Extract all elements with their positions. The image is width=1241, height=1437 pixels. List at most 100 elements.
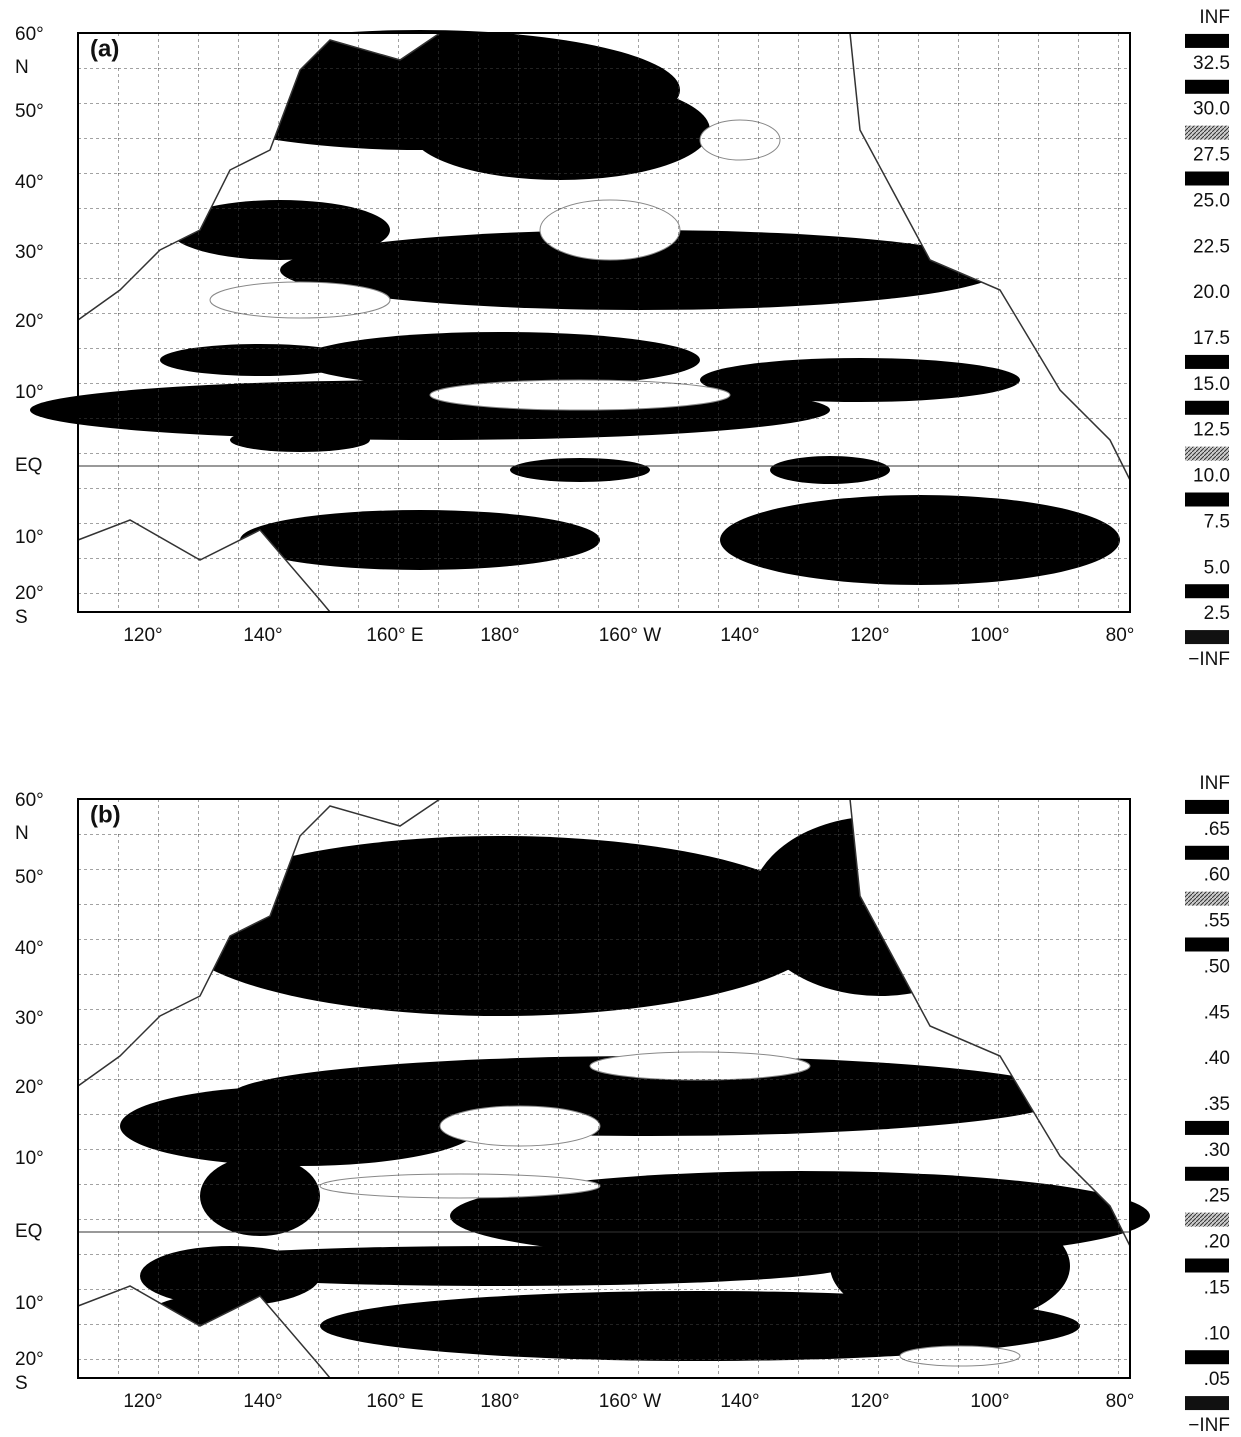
- figure: (a) 60° N 50° 40° 30° 20° 10° EQ 10° 20° S 120° 140° 1…: [0, 0, 1241, 1437]
- panel: (b)60°N50°40°30°20°10°EQ10°20°S120°140°1…: [15, 773, 1230, 1436]
- lat-label: 20°: [15, 311, 44, 332]
- lon-label: 180°: [480, 625, 519, 646]
- legend-label: 15.0: [1193, 374, 1230, 395]
- lon-label: 120°: [850, 1391, 889, 1412]
- legend-label: .35: [1204, 1094, 1230, 1115]
- legend-swatch: [1185, 1350, 1229, 1364]
- legend-swatch: [1185, 355, 1229, 369]
- lat-label: 30°: [15, 1008, 44, 1029]
- legend-swatch: [1185, 1259, 1229, 1273]
- lon-label: 160° E: [366, 1391, 423, 1412]
- legend-label: .25: [1204, 1186, 1230, 1207]
- legend-label: INF: [1199, 7, 1230, 28]
- lat-label: 40°: [15, 172, 44, 193]
- lat-label: 40°: [15, 938, 44, 959]
- lon-label: 160° E: [366, 625, 423, 646]
- legend-swatch: [1185, 938, 1229, 952]
- legend-swatch: [1185, 1029, 1229, 1043]
- lon-label: 120°: [123, 625, 162, 646]
- legend-label: 17.5: [1193, 328, 1230, 349]
- lat-label: EQ: [15, 1221, 42, 1242]
- legend-swatch: [1185, 892, 1229, 906]
- legend-swatch: [1185, 1167, 1229, 1181]
- legend-label: 32.5: [1193, 53, 1230, 74]
- legend-swatch: [1185, 1121, 1229, 1135]
- legend-swatch: [1185, 172, 1229, 186]
- legend-swatch: [1185, 401, 1229, 415]
- legend-label: 10.0: [1193, 466, 1230, 487]
- legend-swatch: [1185, 1213, 1229, 1227]
- lon-label: 140°: [720, 1391, 759, 1412]
- legend-label: 7.5: [1204, 511, 1230, 532]
- graticule: [78, 799, 1130, 1378]
- legend-swatch: [1185, 800, 1229, 814]
- legend-label: 5.0: [1204, 557, 1230, 578]
- legend-swatch: [1185, 309, 1229, 323]
- legend-label: .60: [1204, 865, 1230, 886]
- legend-label: 27.5: [1193, 145, 1230, 166]
- lat-label: 10°: [15, 527, 44, 548]
- lon-label: 100°: [970, 625, 1009, 646]
- lon-label: 80°: [1106, 1391, 1135, 1412]
- legend-swatch: [1185, 1075, 1229, 1089]
- lat-label: 50°: [15, 867, 44, 888]
- legend-label: 25.0: [1193, 190, 1230, 211]
- legend-swatch: [1185, 263, 1229, 277]
- legend-label: .20: [1204, 1232, 1230, 1253]
- legend-swatch: [1185, 447, 1229, 461]
- lon-label: 160° W: [599, 625, 662, 646]
- lon-label: 140°: [243, 625, 282, 646]
- lat-label: 10°: [15, 1293, 44, 1314]
- lon-label: 180°: [480, 1391, 519, 1412]
- legend-swatch: [1185, 630, 1229, 644]
- lon-label: 120°: [850, 625, 889, 646]
- lat-label: 10°: [15, 1148, 44, 1169]
- legend-swatch: [1185, 217, 1229, 231]
- lat-label: N: [15, 823, 29, 844]
- lat-label: 50°: [15, 101, 44, 122]
- lat-label: S: [15, 607, 28, 628]
- legend-swatch: [1185, 846, 1229, 860]
- legend-label: .30: [1204, 1140, 1230, 1161]
- legend-label: −INF: [1188, 649, 1230, 670]
- legend-label: .55: [1204, 911, 1230, 932]
- panel-label: (a): [90, 35, 119, 62]
- legend-label: .05: [1204, 1369, 1230, 1390]
- legend-label: 20.0: [1193, 282, 1230, 303]
- legend-swatch: [1185, 538, 1229, 552]
- lat-label: N: [15, 57, 29, 78]
- lat-label: 30°: [15, 242, 44, 263]
- legend-label: .10: [1204, 1323, 1230, 1344]
- lon-label: 160° W: [599, 1391, 662, 1412]
- legend-label: 12.5: [1193, 420, 1230, 441]
- legend-label: INF: [1199, 773, 1230, 794]
- legend-label: 2.5: [1204, 603, 1230, 624]
- lat-label: 20°: [15, 1349, 44, 1370]
- legend-swatch: [1185, 983, 1229, 997]
- legend-swatch: [1185, 126, 1229, 140]
- lon-label: 140°: [720, 625, 759, 646]
- lon-label: 100°: [970, 1391, 1009, 1412]
- legend-label: 30.0: [1193, 99, 1230, 120]
- legend-swatch: [1185, 34, 1229, 48]
- legend-swatch: [1185, 584, 1229, 598]
- legend-label: .65: [1204, 819, 1230, 840]
- panel: (a) 60° N 50° 40° 30° 20° 10° EQ 10° 20° S 120° 140° 1…: [15, 7, 1230, 670]
- legend-swatch: [1185, 1304, 1229, 1318]
- lon-label: 140°: [243, 1391, 282, 1412]
- lat-label: 20°: [15, 583, 44, 604]
- legend-label: .45: [1204, 1002, 1230, 1023]
- panel-label: (b): [90, 801, 121, 828]
- graticule: [78, 33, 1130, 612]
- lat-label: EQ: [15, 455, 42, 476]
- legend-label: .50: [1204, 956, 1230, 977]
- lat-label: 60°: [15, 790, 44, 811]
- legend-label: 22.5: [1193, 236, 1230, 257]
- lat-label: 60°: [15, 24, 44, 45]
- legend-swatch: [1185, 1396, 1229, 1410]
- lon-label: 120°: [123, 1391, 162, 1412]
- legend-swatch: [1185, 80, 1229, 94]
- lat-label: 10°: [15, 382, 44, 403]
- legend-label: −INF: [1188, 1415, 1230, 1436]
- legend-swatch: [1185, 493, 1229, 507]
